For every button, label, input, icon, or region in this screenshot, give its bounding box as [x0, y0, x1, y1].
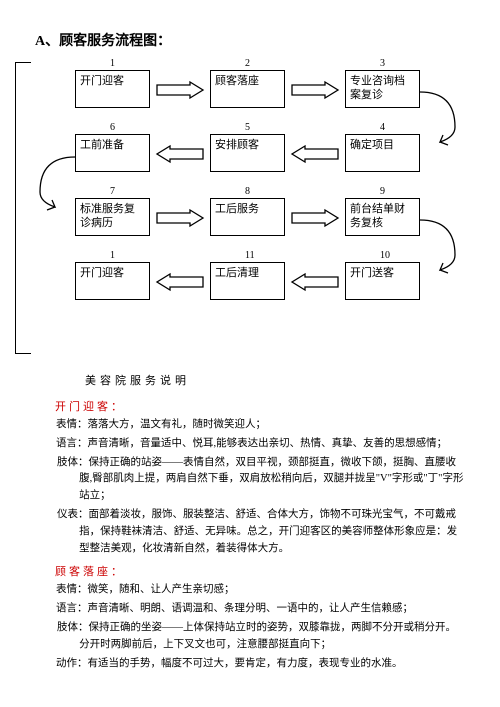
- flow-box: 顾客落座: [210, 70, 285, 108]
- arrow-left-icon: [290, 144, 340, 164]
- flow-box: 安排顾客: [210, 134, 285, 172]
- subtitle: 美容院服务说明: [85, 372, 465, 388]
- text-line: 表情：微笑，随和、让人产生亲切感；: [35, 582, 465, 599]
- box-num: 9: [380, 186, 385, 197]
- arrow-right-icon: [155, 208, 205, 228]
- section-head: 顾客落座：: [55, 563, 465, 579]
- page-title: A、顾客服务流程图：: [35, 30, 465, 50]
- text-line: 语言：声音清晰，音量适中、悦耳,能够表达出亲切、热情、真挚、友善的思想感情；: [35, 436, 465, 453]
- flow-box: 开门迎客: [75, 262, 150, 300]
- flow-box: 工后清理: [210, 262, 285, 300]
- flow-box: 工后服务: [210, 198, 285, 236]
- flow-box: 专业咨询档案复诊: [345, 70, 420, 108]
- box-num: 3: [380, 58, 385, 69]
- text-line: 仪表：面部着淡妆，服饰、服装整洁、舒适、合体大方，饰物不可珠光宝气，不可戴戒指，…: [35, 507, 465, 557]
- flow-box: 开门迎客: [75, 70, 150, 108]
- text-line: 表情：落落大方，温文有礼，随时微笑迎人；: [35, 417, 465, 434]
- left-bracket: [15, 62, 31, 354]
- arrow-right-icon: [155, 80, 205, 100]
- flowchart: 1 开门迎客 2 顾客落座 3 专业咨询档案复诊 6 工前准备 5 安排顾客 4…: [35, 62, 465, 352]
- arrow-left-icon: [155, 272, 205, 292]
- box-num: 10: [380, 250, 390, 261]
- box-num: 1: [110, 58, 115, 69]
- arrow-right-icon: [290, 80, 340, 100]
- box-num: 4: [380, 122, 385, 133]
- arrow-left-icon: [155, 144, 205, 164]
- arrow-left-icon: [290, 272, 340, 292]
- box-num: 2: [245, 58, 250, 69]
- arrow-right-icon: [290, 208, 340, 228]
- section-head: 开门迎客：: [55, 398, 465, 414]
- flow-box: 开门送客: [345, 262, 420, 300]
- text-line: 动作：有适当的手势，幅度不可过大，要肯定，有力度，表现专业的水准。: [35, 656, 465, 673]
- box-num: 7: [110, 186, 115, 197]
- flow-box: 前台结单财务复核: [345, 198, 420, 236]
- flow-box: 工前准备: [75, 134, 150, 172]
- box-num: 8: [245, 186, 250, 197]
- curve-arrow-icon: [415, 87, 465, 147]
- box-num: 6: [110, 122, 115, 133]
- flow-box: 标准服务复诊病历: [75, 198, 150, 236]
- box-num: 1: [110, 250, 115, 261]
- box-num: 5: [245, 122, 250, 133]
- curve-arrow-icon: [415, 215, 465, 275]
- text-line: 肢体：保持正确的站姿――表情自然，双目平视，颈部挺直，微收下颌，挺胸、直腰收腹,…: [35, 455, 465, 505]
- text-line: 肢体：保持正确的坐姿――上体保持站立时的姿势，双膝靠拢，两脚不分开或稍分开。分开…: [35, 620, 465, 654]
- flow-box: 确定项目: [345, 134, 420, 172]
- text-line: 语言：声音清晰、明朗、语调温和、条理分明、一语中的，让人产生信赖感；: [35, 601, 465, 618]
- box-num: 11: [245, 250, 255, 261]
- curve-arrow-icon: [35, 152, 80, 212]
